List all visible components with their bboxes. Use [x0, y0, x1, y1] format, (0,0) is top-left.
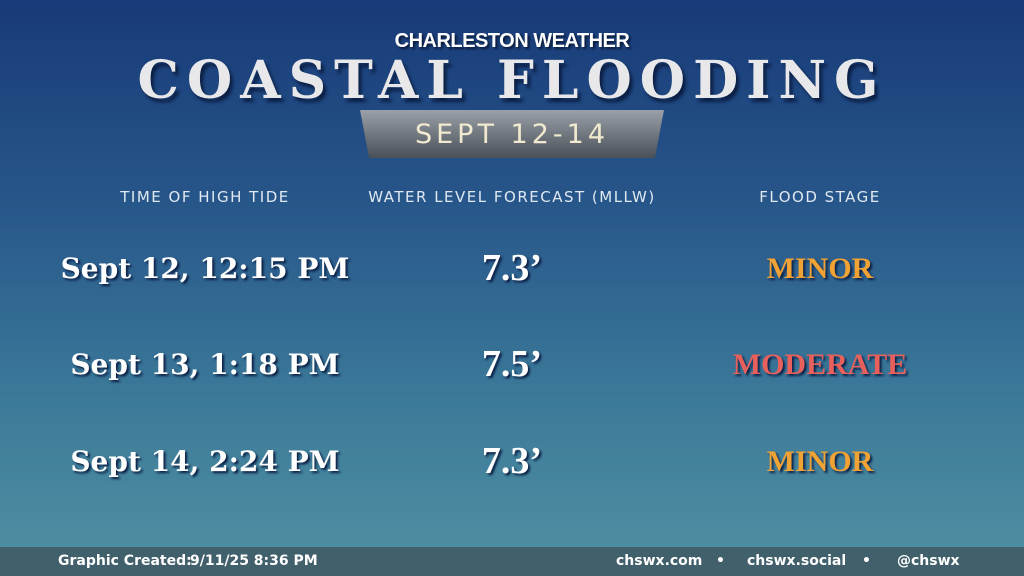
flood-stage: MINOR — [766, 252, 874, 285]
title: COASTAL FLOODING — [137, 50, 887, 111]
created-date: 9/11/25 8:36 PM — [190, 553, 318, 569]
date-banner: SEPT 12-14 — [360, 110, 664, 158]
created-label: Graphic Created: — [58, 553, 192, 569]
link[interactable]: @chswx — [897, 553, 960, 569]
column-header: TIME OF HIGH TIDE — [120, 188, 290, 206]
link[interactable]: chswx.com — [616, 553, 703, 569]
kicker: CHARLESTON WEATHER — [394, 30, 630, 52]
flood-stage: MODERATE — [732, 348, 908, 381]
tide-time: Sept 13, 1:18 PM — [70, 348, 340, 381]
link[interactable]: chswx.social — [747, 553, 847, 569]
separator: • — [716, 553, 725, 569]
dates: SEPT 12-14 — [414, 118, 609, 150]
footer: Graphic Created: 9/11/25 8:36 PM chswx.c… — [0, 547, 1024, 576]
separator: • — [862, 553, 871, 569]
column-header: WATER LEVEL FORECAST (MLLW) — [368, 188, 656, 206]
tide-time: Sept 14, 2:24 PM — [70, 445, 340, 478]
column-header: FLOOD STAGE — [759, 188, 881, 206]
water-level: 7.3’ — [481, 440, 543, 482]
water-level: 7.3’ — [481, 247, 543, 289]
flood-stage: MINOR — [766, 445, 874, 478]
water-level: 7.5’ — [481, 343, 543, 385]
tide-time: Sept 12, 12:15 PM — [60, 252, 350, 285]
